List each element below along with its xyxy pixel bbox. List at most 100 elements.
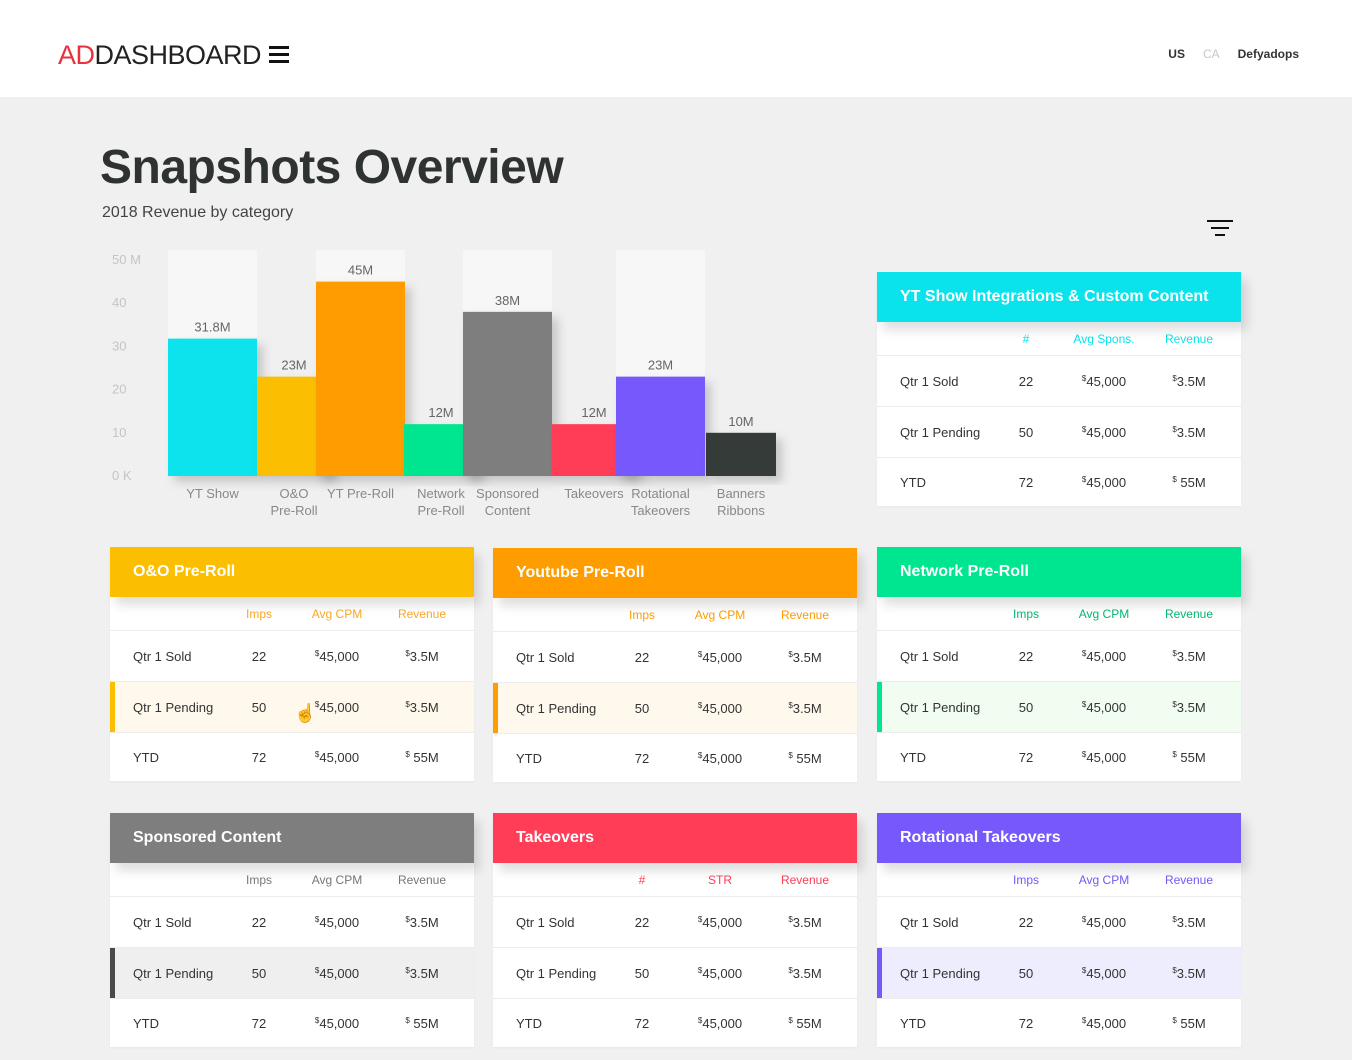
table-row[interactable]: Qtr 1 Sold 22 $45,000 $3.5M: [877, 631, 1241, 682]
row-label: Qtr 1 Sold: [133, 914, 192, 930]
revenue-bar-chart: 50 M 40 30 20 10 0 K 31.8M YT Show 23M O&O Pre-Rol…: [112, 250, 776, 518]
region-us-link[interactable]: US: [1168, 47, 1185, 61]
table-row[interactable]: YTD 72 $45,000 $ 55M: [877, 458, 1241, 506]
column-header: Revenue: [1164, 872, 1214, 887]
column-header: Avg CPM: [1078, 872, 1130, 887]
x-category-label: Takeovers: [564, 486, 624, 501]
column-header: Revenue: [397, 606, 447, 621]
table-row[interactable]: Qtr 1 Pending 50 $45,000 $3.5M: [110, 948, 474, 999]
table-row[interactable]: YTD 72 $45,000 $ 55M: [110, 999, 474, 1047]
row-revenue: $3.5M: [405, 699, 439, 715]
row-average: $45,000: [697, 1015, 743, 1031]
row-count: 72: [634, 750, 650, 766]
row-revenue: $ 55M: [788, 1015, 822, 1031]
row-count: 50: [251, 699, 267, 715]
row-count: 22: [1018, 648, 1034, 664]
table-row[interactable]: YTD 72 $45,000 $ 55M: [493, 734, 857, 782]
row-revenue: $3.5M: [788, 965, 822, 981]
bar: [706, 432, 776, 476]
table-row[interactable]: YTD 72 $45,000 $ 55M: [877, 733, 1241, 781]
bar: [463, 311, 552, 476]
column-header: Imps: [245, 872, 272, 887]
filter-icon[interactable]: [1207, 220, 1233, 240]
summary-card: Takeovers # STR Revenue Qtr 1 Sold 22 $45,000 $…: [493, 813, 857, 1047]
bar-value-label: 31.8M: [194, 320, 230, 335]
row-count: 72: [1018, 749, 1034, 765]
table-row[interactable]: Qtr 1 Sold 22 $45,000 $3.5M: [877, 356, 1241, 407]
row-average: $45,000: [697, 700, 743, 716]
card-column-headers: Imps Avg CPM Revenue: [877, 597, 1241, 631]
table-row[interactable]: Qtr 1 Pending 50 $45,000 $3.5M: [877, 682, 1241, 733]
table-row[interactable]: Qtr 1 Sold 22 $45,000 $3.5M: [493, 897, 857, 948]
row-revenue: $ 55M: [1172, 1015, 1206, 1031]
row-count: 72: [251, 749, 267, 765]
column-header: Revenue: [780, 872, 830, 887]
row-average: $45,000: [1081, 914, 1127, 930]
row-count: 22: [1018, 373, 1034, 389]
page-subtitle: 2018 Revenue by category: [102, 204, 294, 221]
card-column-headers: Imps Avg CPM Revenue: [110, 597, 474, 631]
table-row[interactable]: Qtr 1 Pending 50 $45,000 $3.5M: [493, 948, 857, 999]
row-count: 22: [634, 914, 650, 930]
bar-value-label: 12M: [581, 405, 606, 420]
row-count: 50: [1018, 424, 1034, 440]
x-category-label: Rotational: [631, 486, 690, 501]
y-tick-label: 20: [112, 382, 126, 397]
row-average: $45,000: [1081, 648, 1127, 664]
row-label: YTD: [133, 1015, 159, 1031]
row-label: Qtr 1 Sold: [133, 648, 192, 664]
y-tick-label: 30: [112, 338, 126, 353]
x-category-label: Sponsored: [476, 486, 539, 501]
row-average: $45,000: [697, 965, 743, 981]
bar-value-label: 23M: [281, 358, 306, 373]
card-column-headers: # STR Revenue: [493, 863, 857, 897]
x-category-label: YT Pre-Roll: [327, 486, 394, 501]
row-revenue: $3.5M: [405, 648, 439, 664]
row-revenue: $3.5M: [1172, 914, 1206, 930]
row-revenue: $3.5M: [1172, 699, 1206, 715]
y-tick-label: 10: [112, 425, 126, 440]
row-average: $45,000: [1081, 424, 1127, 440]
row-average: $45,000: [697, 914, 743, 930]
app-logo[interactable]: ADDASHBOARD: [58, 40, 262, 70]
user-menu[interactable]: Defyadops: [1237, 47, 1299, 61]
row-revenue: $3.5M: [788, 649, 822, 665]
row-revenue: $3.5M: [1172, 424, 1206, 440]
column-header: Imps: [628, 607, 655, 622]
table-row[interactable]: Qtr 1 Pending 50 $45,000 $3.5M: [493, 683, 857, 734]
table-row[interactable]: Qtr 1 Pending 50 $45,000 $3.5M: [110, 682, 474, 733]
table-row[interactable]: Qtr 1 Pending 50 $45,000 $3.5M: [877, 407, 1241, 458]
x-category-label: O&O: [280, 486, 309, 501]
table-row[interactable]: YTD 72 $45,000 $ 55M: [877, 999, 1241, 1047]
card-title: Rotational Takeovers: [877, 813, 1241, 863]
table-row[interactable]: Qtr 1 Pending 50 $45,000 $3.5M: [877, 948, 1241, 999]
x-category-label: Ribbons: [717, 503, 765, 518]
row-revenue: $3.5M: [1172, 373, 1206, 389]
table-row[interactable]: Qtr 1 Sold 22 $45,000 $3.5M: [493, 632, 857, 683]
logo-dashboard: DASHBOARD: [94, 40, 262, 70]
table-row[interactable]: Qtr 1 Sold 22 $45,000 $3.5M: [110, 631, 474, 682]
row-label: YTD: [516, 1015, 542, 1031]
row-count: 50: [1018, 965, 1034, 981]
row-count: 72: [634, 1015, 650, 1031]
bar-value-label: 12M: [428, 405, 453, 420]
hamburger-icon[interactable]: [269, 46, 289, 64]
card-title: YT Show Integrations & Custom Content: [877, 272, 1241, 322]
row-label: Qtr 1 Sold: [900, 373, 959, 389]
top-bar: ADDASHBOARD US CA Defyadops: [0, 0, 1352, 97]
x-category-label: Network: [417, 486, 465, 501]
column-header: Avg CPM: [1078, 606, 1130, 621]
bar: [616, 376, 705, 476]
row-revenue: $3.5M: [788, 700, 822, 716]
table-row[interactable]: Qtr 1 Sold 22 $45,000 $3.5M: [877, 897, 1241, 948]
y-tick-label: 0 K: [112, 468, 132, 483]
bar: [316, 281, 405, 476]
row-revenue: $ 55M: [1172, 474, 1206, 490]
row-average: $45,000: [1081, 474, 1127, 490]
table-row[interactable]: YTD 72 $45,000 $ 55M: [493, 999, 857, 1047]
table-row[interactable]: YTD 72 $45,000 $ 55M: [110, 733, 474, 781]
region-ca-link[interactable]: CA: [1202, 47, 1220, 61]
table-row[interactable]: Qtr 1 Sold 22 $45,000 $3.5M: [110, 897, 474, 948]
row-average: $45,000: [1081, 1015, 1127, 1031]
card-column-headers: Imps Avg CPM Revenue: [110, 863, 474, 897]
